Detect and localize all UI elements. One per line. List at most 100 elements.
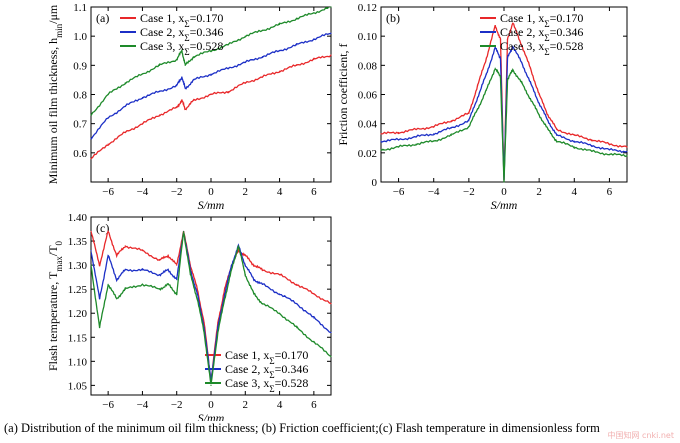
data-point xyxy=(608,153,611,155)
data-point xyxy=(176,264,178,266)
x-tick-label: 2 xyxy=(536,186,542,198)
data-point xyxy=(124,131,126,134)
data-point xyxy=(182,230,185,233)
data-point xyxy=(520,82,523,84)
data-point xyxy=(184,88,186,90)
data-point xyxy=(591,139,593,141)
data-point xyxy=(196,293,198,295)
data-point xyxy=(141,250,144,252)
data-point xyxy=(313,38,315,40)
data-point xyxy=(547,120,549,122)
legend-label: Case 2, xΣ=0.346 xyxy=(140,25,223,43)
data-point xyxy=(313,317,315,319)
data-point xyxy=(141,269,144,271)
data-point xyxy=(193,99,195,101)
data-point xyxy=(468,125,470,128)
y-tick-label: 0.04 xyxy=(358,119,378,131)
y-axis-label: Friction coefficient, f xyxy=(336,43,350,145)
x-tick-label: −6 xyxy=(102,186,114,198)
data-point xyxy=(90,230,92,233)
y-axis-label: Flash temperature, Tmax/T0 xyxy=(46,240,64,371)
data-point xyxy=(116,278,118,281)
legend-label: Case 3, xΣ=0.528 xyxy=(500,39,583,57)
data-point xyxy=(261,269,264,271)
watermark: 中国知网 cnki.net xyxy=(607,431,674,440)
legend-label: Case 3, xΣ=0.528 xyxy=(140,39,223,57)
data-point xyxy=(181,76,183,78)
data-point xyxy=(124,269,126,271)
y-tick-label: 0.06 xyxy=(358,90,378,102)
x-tick-label: −4 xyxy=(428,186,440,198)
x-tick-label: 6 xyxy=(311,186,317,198)
data-point xyxy=(499,76,502,78)
y-tick-label: 1.15 xyxy=(68,332,88,344)
data-point xyxy=(529,98,531,100)
x-tick-label: 4 xyxy=(277,399,283,411)
data-point xyxy=(503,181,505,183)
data-point xyxy=(244,274,246,276)
data-point xyxy=(141,73,144,75)
data-point xyxy=(98,327,101,329)
data-point xyxy=(261,76,264,78)
data-point xyxy=(477,85,479,87)
data-point xyxy=(506,57,509,59)
data-point xyxy=(237,245,240,247)
series-line-3 xyxy=(381,68,627,182)
data-point xyxy=(253,264,255,266)
data-point xyxy=(158,64,161,66)
data-point xyxy=(116,298,118,300)
x-tick-label: 0 xyxy=(501,186,507,198)
data-point xyxy=(124,105,126,107)
data-point xyxy=(167,269,169,271)
data-point xyxy=(278,70,281,72)
data-point xyxy=(494,67,496,69)
figure-canvas: −6 −4 −2 0 2 4 6 0.6 0.7 0.8 0.9 1.0 1.1 S/mm Minimum … xyxy=(46,2,628,421)
data-point xyxy=(158,274,161,276)
data-point xyxy=(203,322,205,324)
data-point xyxy=(433,125,435,128)
data-point xyxy=(415,128,417,131)
data-point xyxy=(107,254,109,257)
data-point xyxy=(253,293,255,295)
panel-label: (c) xyxy=(96,221,109,235)
data-point xyxy=(380,149,382,151)
x-axis-label: S/mm xyxy=(198,411,225,421)
data-point xyxy=(227,67,229,69)
data-point xyxy=(468,120,470,122)
data-point xyxy=(313,12,315,14)
data-point xyxy=(450,127,452,129)
data-point xyxy=(224,298,226,300)
panel-label: (b) xyxy=(386,11,400,25)
data-point xyxy=(203,331,205,334)
y-tick-label: 1.20 xyxy=(68,308,88,320)
data-point xyxy=(278,23,281,26)
data-point xyxy=(538,114,540,116)
y-tick-label: 0.7 xyxy=(73,119,87,131)
legend-label: Case 2, xΣ=0.346 xyxy=(225,362,308,380)
data-point xyxy=(227,90,229,93)
data-point xyxy=(124,288,126,290)
y-tick-label: 0.8 xyxy=(73,90,87,102)
data-point xyxy=(210,50,212,52)
data-point xyxy=(494,25,496,27)
y-tick-label: 1.40 xyxy=(68,212,88,224)
data-point xyxy=(591,150,593,152)
data-point xyxy=(397,139,400,141)
y-tick-label: 1.05 xyxy=(68,380,88,392)
data-point xyxy=(380,140,382,142)
data-point xyxy=(261,283,264,285)
data-point xyxy=(485,89,488,91)
data-point xyxy=(244,264,246,266)
data-point xyxy=(494,47,496,49)
data-point xyxy=(230,269,233,271)
x-tick-label: 2 xyxy=(243,399,249,411)
data-point xyxy=(556,128,558,131)
data-point xyxy=(90,264,92,266)
data-point xyxy=(244,254,246,257)
data-point xyxy=(176,293,178,295)
chart-panel-2: −6 −4 −2 0 2 4 6 1.05 1.10 1.15 1.20 1.25 1.30 1.35 1.… xyxy=(46,212,332,421)
data-point xyxy=(107,143,109,145)
data-point xyxy=(538,93,540,96)
data-point xyxy=(278,312,281,314)
x-tick-label: 2 xyxy=(243,186,249,198)
